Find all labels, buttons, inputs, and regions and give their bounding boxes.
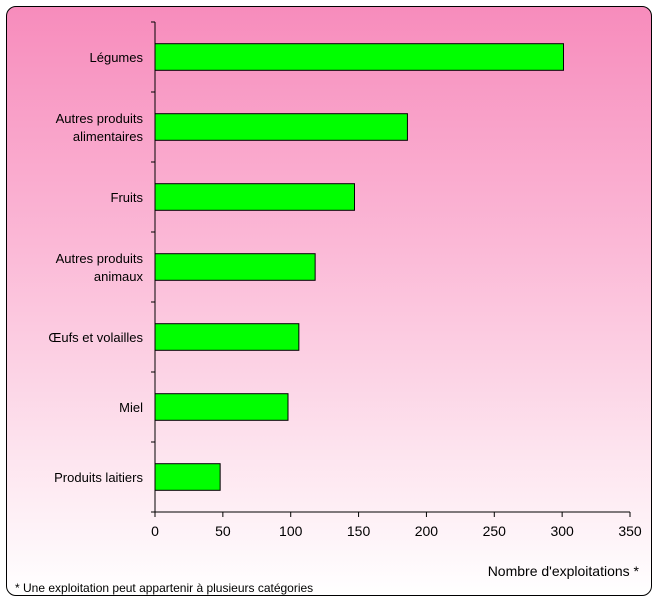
category-label-line: animaux (94, 269, 144, 284)
bar (154, 43, 564, 71)
bar (154, 253, 316, 281)
bar-chart: 0 50 100 150 200 250 300 350 Légumes Autres produ… (48, 21, 642, 539)
category-label-line: Autres produits (56, 251, 144, 266)
bar (154, 393, 289, 421)
x-tick-label: 0 (151, 523, 159, 539)
category-label-line: Produits laitiers (54, 470, 143, 485)
bar (154, 183, 355, 211)
category-label-line: Œufs et volailles (48, 330, 143, 345)
category-label: Œufs et volailles (48, 330, 143, 345)
category-label-line: Autres produits (56, 111, 144, 126)
x-tick-label: 350 (618, 523, 642, 539)
bar (154, 113, 408, 141)
category-label-line: Miel (119, 400, 143, 415)
x-tick-label: 150 (347, 523, 371, 539)
category-label-line: Fruits (111, 190, 144, 205)
x-tick-label: 250 (483, 523, 507, 539)
x-axis-label: Nombre d'exploitations * (487, 563, 639, 579)
x-tick-label: 50 (215, 523, 231, 539)
category-label-line: Légumes (90, 50, 144, 65)
footnote: * Une exploitation peut appartenir à plu… (15, 581, 314, 595)
chart-frame: 0 50 100 150 200 250 300 350 Légumes Autres produ… (6, 6, 652, 596)
bar (154, 323, 300, 351)
bar (154, 463, 221, 491)
x-tick-label: 300 (550, 523, 574, 539)
category-label: Fruits (111, 190, 144, 205)
category-label: Autres produits alimentaires (56, 111, 144, 144)
category-label: Miel (119, 400, 143, 415)
category-label: Produits laitiers (54, 470, 143, 485)
category-label-line: alimentaires (73, 129, 144, 144)
category-label: Légumes (90, 50, 144, 65)
x-tick-label: 100 (279, 523, 303, 539)
x-tick-label: 200 (415, 523, 439, 539)
category-label: Autres produits animaux (56, 251, 144, 284)
